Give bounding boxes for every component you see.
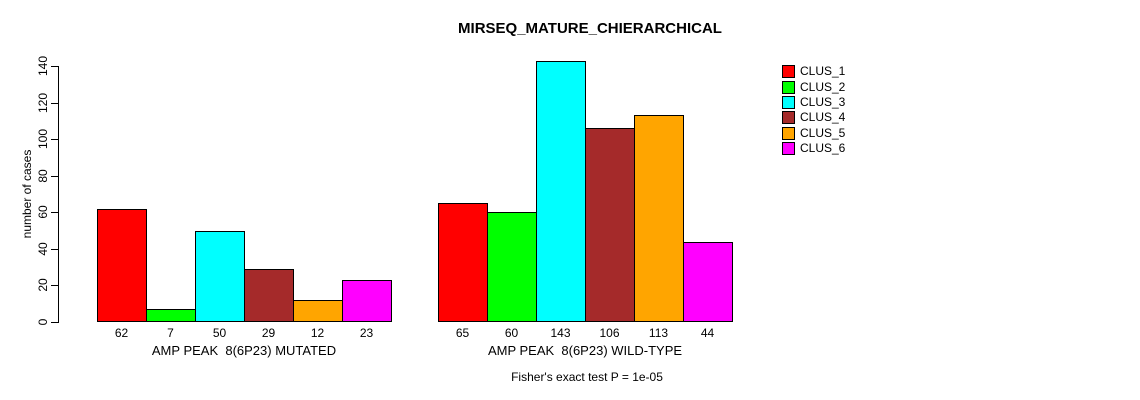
bar-clus_1-group2 xyxy=(438,203,488,322)
bar-clus_1-group1 xyxy=(97,209,147,322)
legend-label: CLUS_1 xyxy=(800,64,846,79)
legend-swatch-icon xyxy=(782,142,795,156)
legend-label: CLUS_4 xyxy=(800,110,846,125)
y-tick-label: 80 xyxy=(36,169,50,183)
y-axis-label: number of cases xyxy=(20,149,34,239)
legend-label: CLUS_5 xyxy=(800,125,846,140)
y-tick-mark xyxy=(51,212,58,213)
y-tick-mark xyxy=(51,176,58,177)
y-tick-label: 40 xyxy=(36,242,50,256)
bar-clus_3-group2 xyxy=(536,61,586,322)
bar-clus_2-group2 xyxy=(487,212,537,322)
legend-item-clus_1: CLUS_1 xyxy=(782,64,845,79)
bar-value-label: 60 xyxy=(504,326,519,340)
y-tick-label: 140 xyxy=(36,55,50,77)
bar-clus_2-group1 xyxy=(146,309,196,322)
bar-value-label: 143 xyxy=(550,326,571,340)
legend-label: CLUS_6 xyxy=(800,141,846,156)
chart-title: MIRSEQ_MATURE_CHIERARCHICAL xyxy=(458,20,722,37)
y-tick-mark xyxy=(51,103,58,104)
footnote: Fisher's exact test P = 1e-05 xyxy=(511,370,663,384)
legend-item-clus_2: CLUS_2 xyxy=(782,79,845,94)
legend-label: CLUS_2 xyxy=(800,79,846,94)
bar-clus_5-group2 xyxy=(634,115,684,322)
bar-clus_6-group2 xyxy=(683,242,733,322)
bar-value-label: 7 xyxy=(167,326,174,340)
bar-clus_4-group2 xyxy=(585,128,635,322)
y-tick-mark xyxy=(51,249,58,250)
bar-clus_5-group1 xyxy=(293,300,343,322)
y-tick-label: 0 xyxy=(36,318,50,326)
y-tick-label: 120 xyxy=(36,92,50,114)
legend-swatch-icon xyxy=(782,126,795,140)
bar-value-label: 106 xyxy=(599,326,620,340)
y-tick-label: 100 xyxy=(36,128,50,150)
y-tick-label: 60 xyxy=(36,205,50,219)
bar-clus_6-group1 xyxy=(342,280,392,322)
bar-value-label: 29 xyxy=(261,326,276,340)
bar-clus_4-group1 xyxy=(244,269,294,322)
bar-clus_3-group1 xyxy=(195,231,245,322)
bar-value-label: 113 xyxy=(648,326,669,340)
legend: CLUS_1 CLUS_2 CLUS_3 CLUS_4 CLUS_5 CLUS_6 xyxy=(782,64,845,156)
legend-item-clus_4: CLUS_4 xyxy=(782,110,845,125)
y-tick-label: 20 xyxy=(36,278,50,292)
bar-value-label: 50 xyxy=(212,326,227,340)
legend-swatch-icon xyxy=(782,65,795,79)
legend-item-clus_6: CLUS_6 xyxy=(782,141,845,156)
legend-swatch-icon xyxy=(782,80,795,94)
y-axis-line xyxy=(58,66,59,323)
y-tick-mark xyxy=(51,285,58,286)
bar-value-label: 62 xyxy=(114,326,129,340)
y-tick-mark xyxy=(51,139,58,140)
bar-value-label: 65 xyxy=(455,326,470,340)
x-axis-group-label: AMP PEAK 8(6P23) WILD-TYPE xyxy=(487,343,683,358)
bar-value-label: 23 xyxy=(359,326,374,340)
x-axis-group-label: AMP PEAK 8(6P23) MUTATED xyxy=(151,343,337,358)
bar-value-label: 12 xyxy=(310,326,325,340)
legend-swatch-icon xyxy=(782,95,795,109)
legend-label: CLUS_3 xyxy=(800,94,846,109)
bar-value-label: 44 xyxy=(700,326,715,340)
legend-item-clus_5: CLUS_5 xyxy=(782,126,845,141)
legend-swatch-icon xyxy=(782,111,795,125)
y-tick-mark xyxy=(51,66,58,67)
legend-item-clus_3: CLUS_3 xyxy=(782,95,845,110)
y-tick-mark xyxy=(51,322,58,323)
